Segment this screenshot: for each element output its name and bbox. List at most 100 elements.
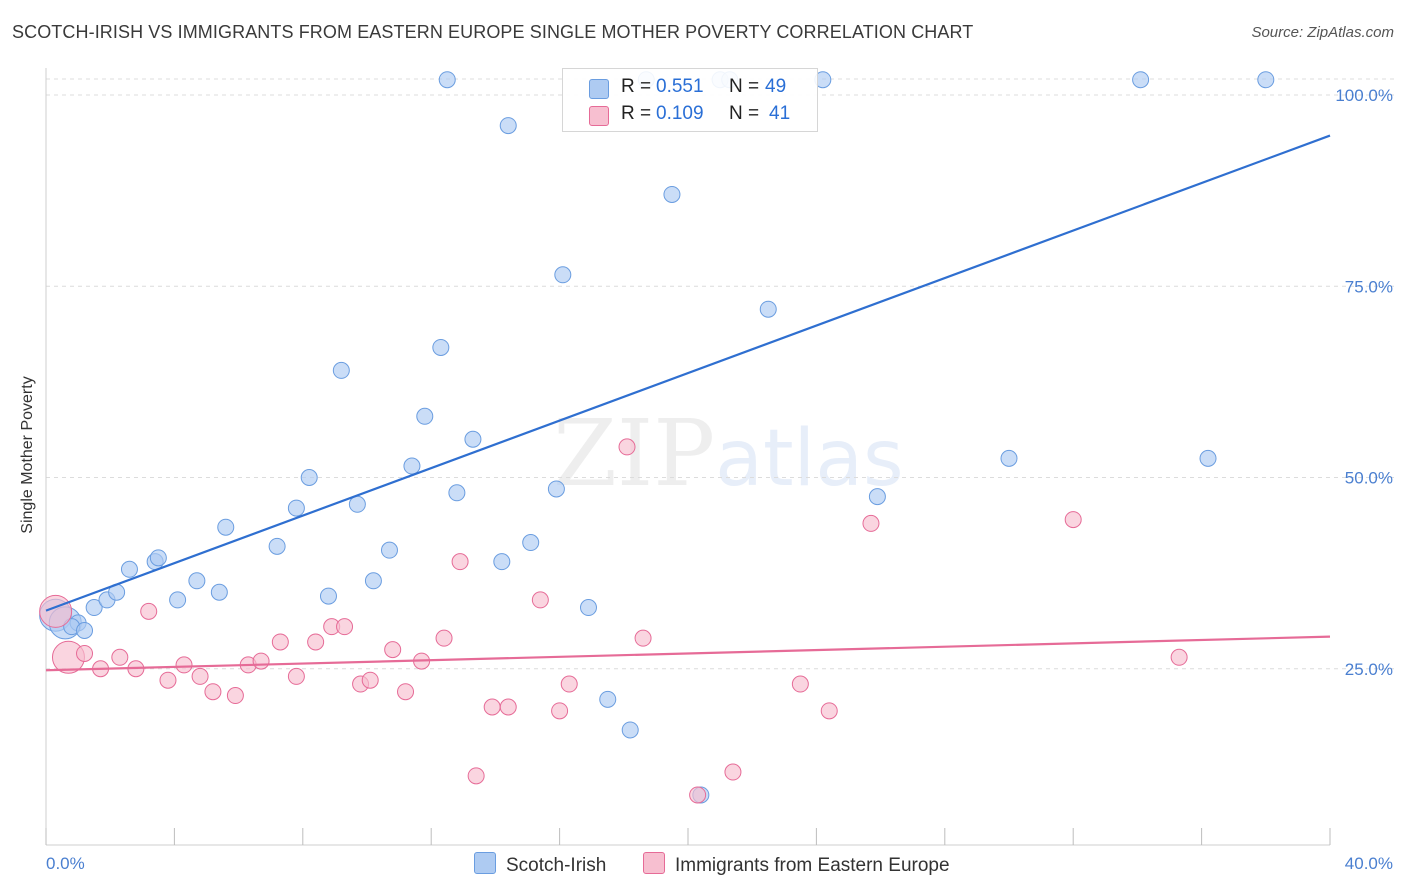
scotch-irish-point	[348, 495, 366, 513]
legend-n-label: N =	[729, 76, 760, 97]
scotch-irish-point	[547, 480, 565, 498]
scotch-irish-point	[1132, 71, 1150, 89]
scotch-irish-point	[380, 541, 398, 559]
scotch-irish-point	[432, 338, 450, 356]
bottom-legend-label: Scotch-Irish	[506, 855, 607, 876]
eastern-europe-point	[1170, 648, 1188, 666]
scotch-irish-point	[1257, 71, 1275, 89]
eastern-europe-point	[467, 767, 485, 785]
source-label: Source: ZipAtlas.com	[1251, 24, 1394, 41]
watermark-atlas: atlas	[715, 414, 904, 504]
eastern-europe-point	[307, 633, 325, 651]
watermark: ZIPatlas	[553, 400, 904, 507]
eastern-europe-point	[226, 687, 244, 705]
scotch-irish-point	[599, 690, 617, 708]
scotch-irish-point	[1199, 449, 1217, 467]
scotch-irish-point	[364, 572, 382, 590]
legend-r-value: 0.109	[656, 103, 704, 124]
scotch-irish-trend-line	[45, 134, 1331, 612]
scotch-irish-point	[210, 583, 228, 601]
bottom-legend-swatch	[474, 852, 496, 874]
legend-r-label: R =	[621, 76, 652, 97]
eastern-europe-point	[618, 438, 636, 456]
scotch-irish-point	[76, 622, 94, 639]
scotch-irish-point	[188, 572, 206, 590]
scotch-irish-point	[554, 266, 572, 284]
correlation-legend: R = 0.551 N = 49 R = 0.109 N = 41	[562, 68, 818, 132]
eastern-europe-point	[76, 644, 94, 662]
eastern-europe-point	[252, 652, 270, 670]
x-tick-label: 40.0%	[1345, 854, 1393, 873]
eastern-europe-point	[397, 683, 415, 701]
watermark-zip: ZIP	[553, 400, 716, 507]
eastern-europe-point	[634, 629, 652, 647]
legend-n-label: N =	[729, 103, 760, 124]
eastern-europe-trend-line	[45, 635, 1331, 672]
eastern-europe-point	[191, 667, 209, 685]
bottom-legend-scotch-irish: Scotch-Irish	[474, 852, 606, 877]
scotch-irish-point	[759, 300, 777, 318]
scotch-irish-point	[579, 599, 597, 617]
eastern-europe-point	[531, 591, 549, 609]
legend-n-value: 41	[769, 103, 791, 124]
legend-swatch-eastern-europe	[589, 106, 609, 126]
scotch-irish-point	[499, 117, 517, 135]
scotch-irish-point	[287, 499, 305, 517]
scotch-irish-point	[493, 553, 511, 571]
legend-r-value: 0.551	[656, 76, 704, 97]
eastern-europe-point	[336, 618, 354, 636]
scotch-irish-point	[120, 560, 138, 578]
scotch-irish-point	[438, 71, 456, 89]
bottom-legend-swatch	[643, 852, 665, 874]
eastern-europe-point	[271, 633, 289, 651]
y-tick-label: 50.0%	[1345, 469, 1393, 488]
y-tick-label: 100.0%	[1335, 86, 1393, 105]
eastern-europe-point	[791, 675, 809, 693]
eastern-europe-point	[361, 671, 379, 689]
scotch-irish-point	[448, 484, 466, 502]
scotch-irish-point	[169, 591, 187, 609]
eastern-europe-point	[204, 683, 222, 701]
scotch-irish-point	[522, 534, 540, 552]
scotch-irish-point	[85, 599, 103, 617]
scotch-irish-point	[416, 407, 434, 425]
eastern-europe-point	[287, 667, 305, 685]
eastern-europe-point	[551, 702, 569, 720]
eastern-europe-point	[435, 629, 453, 647]
scotch-irish-point	[319, 587, 337, 605]
legend-n-value: 49	[765, 76, 787, 97]
bottom-legend-eastern-europe: Immigrants from Eastern Europe	[643, 852, 950, 877]
eastern-europe-point	[39, 594, 73, 628]
scotch-irish-point	[663, 185, 681, 203]
eastern-europe-point	[451, 553, 469, 571]
eastern-europe-point	[862, 514, 880, 532]
scotch-irish-point	[332, 361, 350, 379]
eastern-europe-point	[159, 671, 177, 689]
eastern-europe-point	[820, 702, 838, 720]
eastern-europe-point	[111, 648, 129, 666]
eastern-europe-point	[560, 675, 578, 693]
scotch-irish-point	[217, 518, 235, 536]
legend-r-label: R =	[621, 103, 652, 124]
scotch-irish-point	[149, 549, 167, 567]
scotch-irish-point	[464, 430, 482, 448]
eastern-europe-point	[140, 602, 158, 620]
eastern-europe-point	[483, 698, 501, 716]
scotch-irish-point	[300, 469, 318, 486]
eastern-europe-point	[1064, 511, 1082, 529]
eastern-europe-point	[175, 656, 193, 674]
chart-title: SCOTCH-IRISH VS IMMIGRANTS FROM EASTERN …	[12, 22, 974, 42]
scotch-irish-point	[621, 721, 639, 739]
scotch-irish-point	[403, 457, 421, 475]
bottom-legend-label: Immigrants from Eastern Europe	[675, 855, 950, 876]
scotch-irish-point	[268, 537, 286, 555]
y-tick-label: 25.0%	[1345, 660, 1393, 679]
eastern-europe-point	[384, 641, 402, 659]
y-tick-label: 75.0%	[1345, 277, 1393, 296]
eastern-europe-point	[724, 763, 742, 781]
eastern-europe-point	[499, 698, 517, 716]
scotch-irish-point	[1000, 449, 1018, 467]
eastern-europe-point	[689, 786, 707, 804]
scotch-irish-point	[868, 488, 886, 506]
